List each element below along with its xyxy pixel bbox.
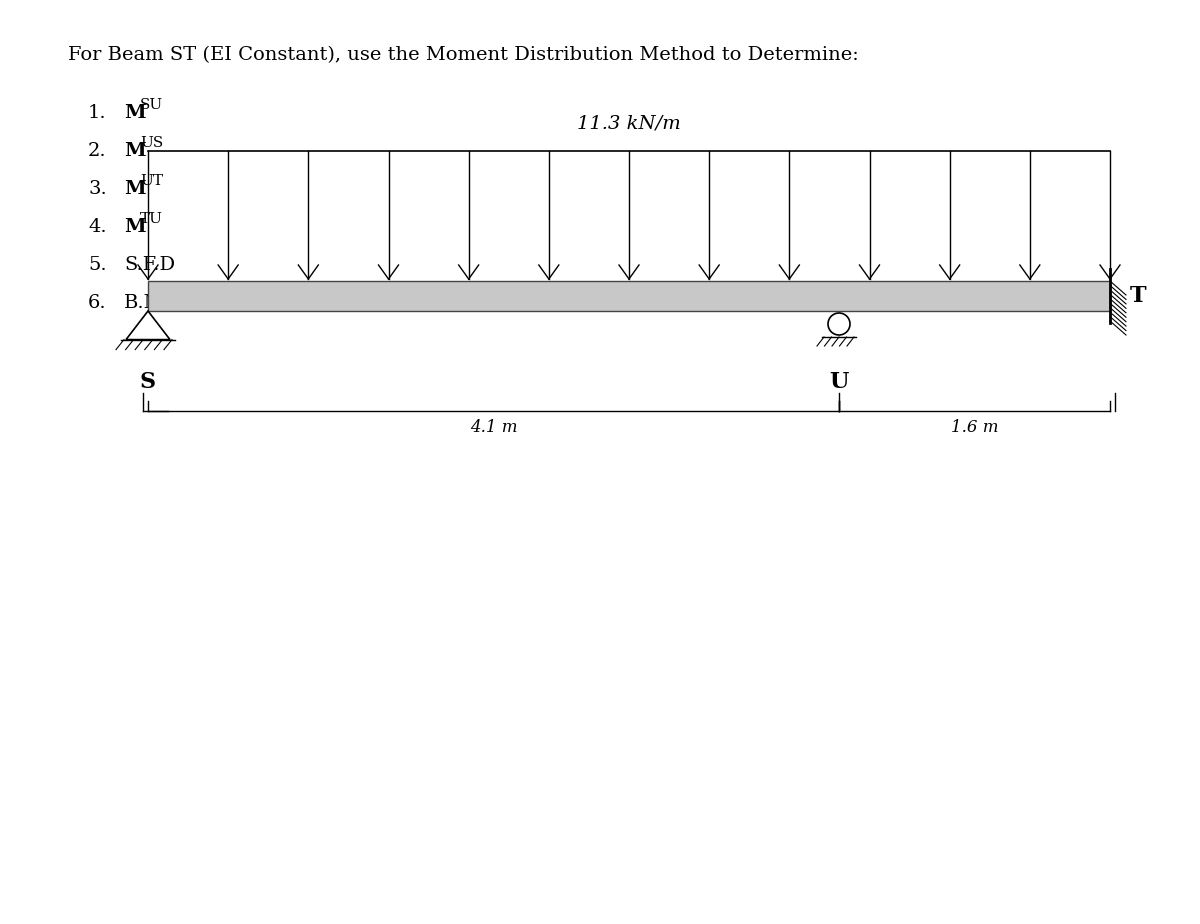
- Text: 2.: 2.: [88, 142, 107, 160]
- Text: T: T: [1130, 285, 1147, 307]
- Text: 5.: 5.: [88, 256, 107, 274]
- Text: 11.3 kN/m: 11.3 kN/m: [577, 115, 680, 133]
- Text: UT: UT: [140, 174, 163, 188]
- Text: 3.: 3.: [88, 180, 107, 198]
- Text: M: M: [124, 218, 145, 236]
- Text: 6.: 6.: [88, 294, 107, 312]
- Text: M: M: [124, 142, 145, 160]
- Text: S.F.D: S.F.D: [124, 256, 175, 274]
- Text: SU: SU: [140, 98, 163, 112]
- Text: TU: TU: [140, 212, 163, 226]
- Text: 4.1 m: 4.1 m: [469, 419, 517, 436]
- Text: M: M: [124, 104, 145, 122]
- Text: US: US: [140, 136, 163, 150]
- Text: M: M: [124, 180, 145, 198]
- Text: U: U: [829, 371, 848, 393]
- Text: S: S: [140, 371, 156, 393]
- Text: 1.6 m: 1.6 m: [950, 419, 998, 436]
- Bar: [148, 281, 1110, 311]
- Text: 4.: 4.: [88, 218, 107, 236]
- Text: 1.: 1.: [88, 104, 107, 122]
- Text: For Beam ST (EI Constant), use the Moment Distribution Method to Determine:: For Beam ST (EI Constant), use the Momen…: [68, 46, 859, 64]
- Text: B.M.D: B.M.D: [124, 294, 186, 312]
